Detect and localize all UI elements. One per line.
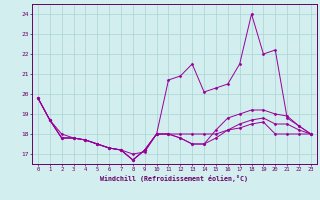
X-axis label: Windchill (Refroidissement éolien,°C): Windchill (Refroidissement éolien,°C) bbox=[100, 175, 248, 182]
